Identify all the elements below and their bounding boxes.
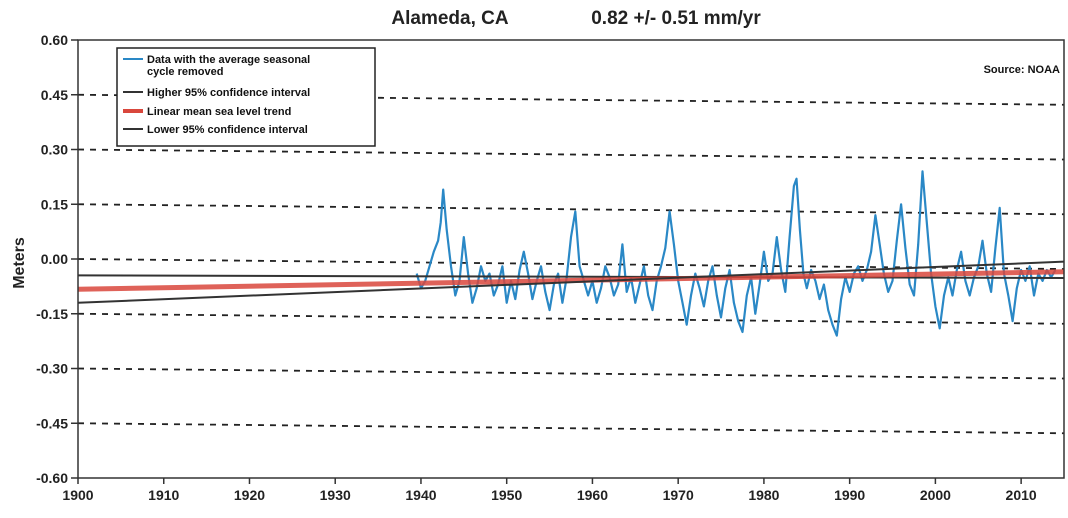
y-gridline	[77, 258, 1065, 270]
x-tick-label: 1930	[320, 487, 351, 503]
x-tick-label: 1980	[748, 487, 779, 503]
x-tick-label: 1970	[663, 487, 694, 503]
y-gridline	[77, 422, 1065, 435]
x-tick-label: 1940	[405, 487, 436, 503]
y-tick-label: 0.00	[41, 251, 68, 267]
legend-label: Higher 95% confidence interval	[147, 87, 310, 99]
series-upper-ci-line	[77, 274, 1065, 279]
y-tick-label: 0.30	[41, 142, 68, 158]
y-gridline	[77, 148, 1065, 161]
legend-label: Linear mean sea level trend	[147, 106, 291, 118]
legend-box	[116, 47, 376, 147]
y-gridline	[77, 312, 1065, 325]
chart-title: Alameda, CA	[391, 8, 508, 29]
y-tick-label: 0.45	[41, 87, 68, 103]
y-tick-label: 0.60	[41, 32, 68, 48]
legend-label: Data with the average seasonal cycle remo…	[147, 54, 310, 78]
x-tick-label: 2010	[1006, 487, 1037, 503]
series-observed-data-line	[415, 170, 1057, 337]
x-tick-label: 1950	[491, 487, 522, 503]
y-gridline	[77, 203, 1065, 216]
series-lower-ci-line	[77, 260, 1065, 304]
y-tick-label: -0.45	[36, 415, 68, 431]
x-tick-label: 2000	[920, 487, 951, 503]
series-trend-line	[77, 269, 1065, 292]
y-gridline	[77, 367, 1065, 380]
series-layer	[77, 170, 1065, 337]
y-gridline	[77, 93, 1065, 106]
x-tick-label: 1910	[148, 487, 179, 503]
legend-layer: Data with the average seasonal cycle remo…	[116, 47, 376, 147]
axis-layer: 0.60 0.45 0.30 0.15 0.00 -0.15 -0.30 -0.45 -0.60…	[36, 32, 1065, 503]
source-label: Source: NOAA	[984, 64, 1060, 76]
y-tick-label: 0.15	[41, 196, 68, 212]
y-tick-label: -0.60	[36, 470, 68, 486]
x-tick-label: 1920	[234, 487, 265, 503]
y-tick-label: -0.15	[36, 306, 68, 322]
x-tick-label: 1990	[834, 487, 865, 503]
x-tick-label: 1960	[577, 487, 608, 503]
chart-subtitle: 0.82 +/- 0.51 mm/yr	[591, 8, 761, 29]
y-tick-label: -0.30	[36, 361, 68, 377]
y-axis-label: Meters	[11, 237, 28, 289]
legend-label: Lower 95% confidence interval	[147, 124, 308, 136]
x-tick-label: 1900	[62, 487, 93, 503]
